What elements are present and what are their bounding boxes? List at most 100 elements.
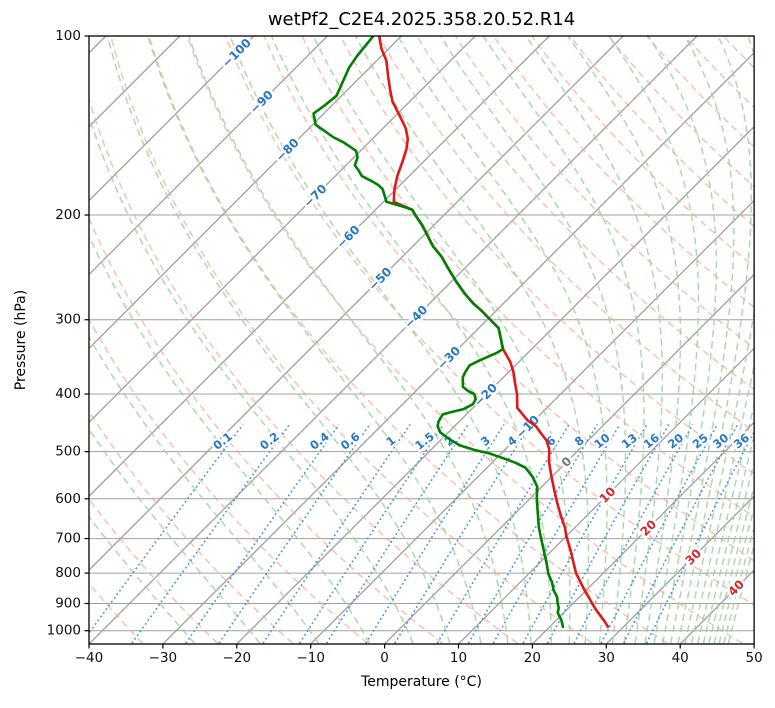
dry-adiabat-line xyxy=(89,216,443,644)
x-tick-label: 30 xyxy=(598,650,615,666)
moist-adiabat-line xyxy=(312,36,571,644)
mixing-ratio-label: 13 xyxy=(619,431,640,452)
x-tick-label: 50 xyxy=(746,650,763,666)
moist-adiabat-line xyxy=(89,335,320,644)
mixing-ratio-label: 3 xyxy=(478,433,493,449)
dry-adiabat-line xyxy=(416,36,755,391)
dry-adiabat-line xyxy=(224,36,755,607)
isotherm-line xyxy=(384,273,755,644)
x-axis-label: Temperature (°C) xyxy=(361,674,482,690)
mixing-ratio-line xyxy=(131,423,291,644)
dry-adiabat-line xyxy=(569,36,755,228)
mixing-ratio-line xyxy=(262,424,411,644)
moist-adiabat-lines xyxy=(89,36,755,644)
plot-area: −100−90−80−70−60−50−40−30−20−10010203040… xyxy=(89,36,775,644)
dry-adiabat-line xyxy=(89,497,219,644)
dry-adiabat-line xyxy=(89,317,369,644)
dewpoint-curve xyxy=(312,36,565,629)
isotherm-line xyxy=(531,421,755,644)
mixing-ratio-line xyxy=(522,424,648,644)
dry-adiabat-line xyxy=(454,36,755,350)
moist-adiabat-line xyxy=(647,36,718,644)
moist-adiabat-line xyxy=(677,36,753,644)
moist-adiabat-line xyxy=(723,524,755,644)
tick-marks xyxy=(84,35,755,649)
isotherm-line xyxy=(605,495,755,644)
y-tick-label: 800 xyxy=(55,565,81,581)
moist-adiabat-line xyxy=(229,36,532,644)
dry-adiabat-line xyxy=(762,36,775,643)
chart-title: wetPf2_C2E4.2025.358.20.52.R14 xyxy=(267,9,576,30)
x-tick-label: −10 xyxy=(296,650,325,666)
mixing-ratio-label: 8 xyxy=(572,433,587,449)
mixing-ratio-line xyxy=(573,424,694,644)
mixing-ratio-line xyxy=(218,424,371,644)
mixing-ratio-line xyxy=(623,424,739,644)
moist-adiabat-line xyxy=(696,401,755,644)
isotherm-line xyxy=(89,36,476,424)
mixing-ratio-line xyxy=(436,424,570,644)
moist-adiabat-line xyxy=(525,36,664,644)
mixing-ratio-label: 0.2 xyxy=(257,429,282,453)
mixing-ratio-line xyxy=(185,424,340,644)
mixing-ratio-label: 0.1 xyxy=(210,429,235,453)
isotherm-line xyxy=(89,36,624,572)
moist-adiabat-line xyxy=(147,36,482,644)
dry-adiabat-line xyxy=(110,36,593,644)
moist-adiabat-line xyxy=(89,427,261,644)
mixing-ratio-line xyxy=(394,424,532,644)
moist-adiabat-line xyxy=(106,36,451,644)
isotherm-line xyxy=(89,36,181,128)
y-tick-label: 900 xyxy=(55,595,81,611)
pressure-gridlines xyxy=(89,36,755,632)
y-tick-label: 300 xyxy=(55,312,81,328)
moist-adiabat-line xyxy=(702,433,755,644)
moist-adiabat-line xyxy=(713,483,755,644)
dry-adiabat-line xyxy=(301,36,755,518)
moist-adiabat-line xyxy=(397,36,608,644)
dry-adiabat-line xyxy=(646,36,755,148)
mixing-ratio-line xyxy=(467,424,598,644)
x-tick-label: 0 xyxy=(380,650,389,666)
temperature-curve xyxy=(377,36,610,629)
mixing-ratio-label: 36 xyxy=(731,431,752,452)
y-tick-label: 700 xyxy=(55,531,81,547)
mixing-ratio-line xyxy=(492,424,621,644)
dry-adiabat-line xyxy=(89,582,144,644)
dry-adiabat-line xyxy=(89,410,294,644)
isotherm-line xyxy=(89,36,550,498)
moist-adiabat-line xyxy=(718,505,755,644)
isotherm-line xyxy=(89,36,328,276)
isotherm-line xyxy=(458,347,755,644)
mixing-ratio-line xyxy=(365,424,505,644)
dry-adiabat-line xyxy=(531,36,755,268)
x-tick-label: 10 xyxy=(450,650,467,666)
mixing-ratio-lines xyxy=(89,423,755,644)
mixing-ratio-label: 0.4 xyxy=(307,429,332,453)
moist-adiabat-line xyxy=(89,114,414,644)
y-tick-label: 600 xyxy=(55,491,81,507)
isotherm-lines xyxy=(89,36,755,644)
moist-adiabat-line xyxy=(89,515,196,644)
y-tick-label: 200 xyxy=(55,207,81,223)
mixing-ratio-line xyxy=(89,423,244,635)
mixing-ratio-line xyxy=(546,424,670,644)
dry-adiabat-line xyxy=(339,36,755,475)
mixing-ratio-label: 25 xyxy=(690,431,711,452)
x-tick-label: −20 xyxy=(223,650,252,666)
moist-adiabat-line xyxy=(708,459,755,644)
axes-frame xyxy=(88,35,755,645)
moist-adiabat-line xyxy=(354,36,590,644)
x-tick-label: 40 xyxy=(672,650,689,666)
moist-adiabat-line xyxy=(669,36,735,644)
mixing-ratio-line xyxy=(645,430,755,644)
y-tick-label: 500 xyxy=(55,444,81,460)
moist-adiabat-line xyxy=(690,362,755,644)
moist-adiabat-line xyxy=(270,36,553,644)
isotherm-line xyxy=(162,51,755,644)
y-tick-label: 100 xyxy=(55,28,81,44)
isotherm-label: −100 xyxy=(219,36,254,71)
